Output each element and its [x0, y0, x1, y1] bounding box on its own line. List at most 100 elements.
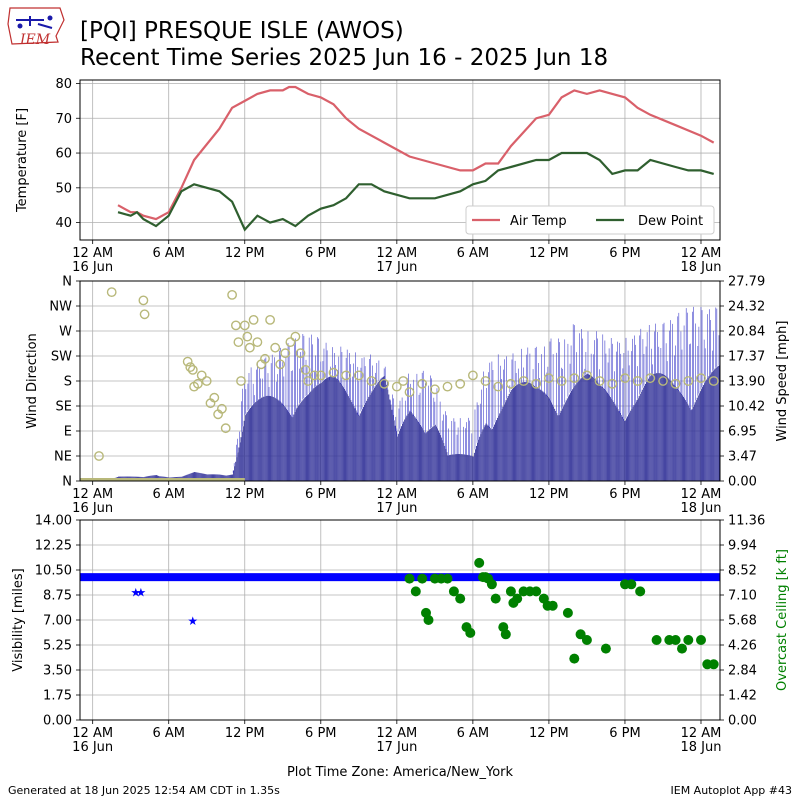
ceiling-point	[562, 607, 573, 618]
wind-speed-bar	[379, 379, 381, 481]
wind-speed-bar	[581, 377, 583, 481]
temp-y-tick-label: 40	[55, 216, 72, 231]
wind-speed-bar	[338, 381, 340, 481]
wind-speed-bar	[290, 414, 292, 481]
wind-speed-bar	[252, 405, 254, 481]
x-tick-label: 12 PM	[529, 246, 569, 261]
wind-dir-tick-label: N	[62, 475, 72, 490]
wind-speed-bar	[523, 382, 525, 481]
x-tick-sublabel: 16 Jun	[72, 740, 113, 755]
wind-speed-bar	[296, 407, 298, 481]
wind-speed-bar	[248, 409, 250, 481]
ceiling-point	[651, 635, 662, 645]
wind-speed-bar	[600, 386, 602, 481]
wind-speed-bar	[310, 391, 312, 481]
wind-speed-bar	[378, 380, 380, 481]
wind-speed-bar	[198, 472, 200, 481]
x-tick-label: 6 AM	[152, 726, 185, 741]
wind-speed-bar	[505, 400, 507, 481]
ceiling-point	[683, 635, 694, 645]
wind-speed-bar	[382, 377, 383, 481]
wind-direction-point	[270, 342, 281, 353]
wind-speed-bar	[190, 473, 192, 481]
wind-speed-bar	[313, 388, 315, 481]
wind-speed-bar	[293, 414, 295, 481]
wind-speed-bar	[524, 382, 526, 481]
wind-speed-bar	[433, 425, 435, 481]
wind-speed-bar	[443, 443, 445, 481]
wind-speed-bar	[636, 399, 638, 481]
wind-speed-bar	[473, 452, 475, 481]
wind-speed-bar	[394, 425, 396, 481]
wind-direction-point	[201, 376, 212, 386]
wind-speed-bar	[565, 400, 567, 481]
wind-speed-bar	[332, 376, 334, 481]
wind-speed-bar	[219, 474, 221, 481]
wind-speed-bar	[503, 404, 505, 481]
wind-speed-tick-label: 0.00	[728, 475, 757, 490]
wind-direction-point	[594, 376, 605, 386]
wind-speed-bar	[452, 454, 454, 481]
wind-speed-bar	[263, 396, 265, 481]
wind-speed-bar	[527, 382, 529, 481]
wind-speed-bar	[356, 412, 358, 481]
wind-speed-bar	[535, 386, 537, 481]
wind-speed-bar	[259, 398, 261, 481]
wind-speed-bar	[423, 430, 425, 481]
wind-speed-bar	[199, 472, 201, 481]
wind-speed-bar	[191, 472, 193, 481]
wind-speed-bar	[714, 368, 716, 481]
wind-speed-bar	[567, 396, 569, 481]
wind-speed-bar	[664, 375, 665, 481]
ceiling-point	[486, 579, 497, 590]
wind-speed-bar	[483, 427, 485, 481]
wind-panel-frame	[79, 280, 721, 482]
wind-speed-bar	[709, 374, 711, 481]
ceiling-point	[708, 659, 719, 670]
wind-speed-bar	[568, 394, 570, 481]
wind-speed-bar	[539, 389, 541, 481]
wind-speed-bar	[316, 385, 318, 481]
wind-direction-point	[645, 373, 656, 384]
wind-speed-bar	[320, 382, 322, 481]
wind-speed-bar	[361, 409, 363, 481]
wind-dir-tick-label: E	[64, 425, 72, 440]
wind-speed-bar	[560, 410, 562, 481]
wind-direction-point	[379, 378, 390, 389]
wind-speed-bar	[624, 420, 626, 481]
wind-speed-bar	[350, 400, 352, 481]
wind-speed-bar	[297, 406, 299, 481]
wind-speed-bar	[275, 398, 277, 481]
wind-speed-bar	[683, 396, 684, 481]
wind-speed-bar	[235, 461, 237, 481]
wind-speed-bar	[278, 400, 280, 481]
wind-speed-bar	[246, 412, 248, 481]
wind-speed-bar	[298, 404, 300, 481]
legend-label-dew-point: Dew Point	[638, 214, 703, 229]
wind-speed-bar	[210, 474, 212, 481]
wind-direction-point	[260, 353, 270, 364]
wind-speed-bar	[335, 378, 337, 481]
footer-generated: Generated at 18 Jun 2025 12:54 AM CDT in…	[8, 784, 280, 797]
wind-speed-bar	[675, 387, 677, 481]
wind-speed-bar	[679, 392, 681, 481]
wind-speed-bar	[206, 474, 208, 481]
wind-speed-bar	[598, 383, 600, 481]
wind-speed-bar	[376, 383, 378, 481]
wind-speed-bar	[428, 429, 430, 481]
wind-speed-bar	[609, 395, 611, 481]
wind-speed-bar	[250, 407, 251, 481]
wind-direction-point	[303, 376, 313, 386]
wind-speed-bar	[502, 406, 504, 481]
wind-speed-bar	[348, 396, 350, 481]
wind-speed-bar	[254, 403, 256, 481]
wind-speed-bar	[267, 395, 269, 481]
wind-speed-bar	[637, 398, 639, 481]
wind-speed-bar	[491, 428, 493, 481]
wind-speed-bar	[270, 396, 271, 481]
wind-speed-bar	[373, 387, 375, 481]
wind-direction-point	[187, 364, 198, 375]
air-temp-line	[117, 85, 715, 221]
ceiling-point	[531, 586, 542, 597]
wind-speed-bar	[548, 398, 550, 481]
